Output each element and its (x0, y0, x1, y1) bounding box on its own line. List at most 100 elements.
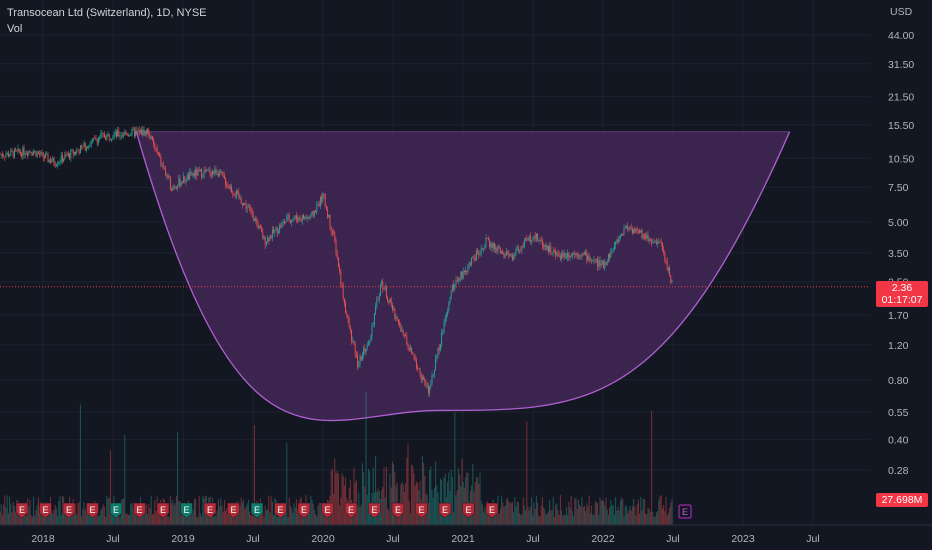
candle-body (123, 135, 125, 136)
volume-bar (450, 469, 452, 525)
cup-pattern-curve[interactable] (135, 131, 791, 422)
volume-bar (19, 511, 21, 525)
earnings-marker[interactable]: E (109, 502, 123, 519)
candle-body (485, 237, 487, 246)
earnings-flag (391, 502, 405, 519)
earnings-marker[interactable]: E (180, 502, 193, 519)
candle-body (331, 231, 333, 233)
price-axis[interactable]: 44.0031.5021.5015.5010.507.505.003.502.5… (888, 30, 914, 477)
candle-body (144, 130, 146, 136)
candle-body (360, 356, 362, 361)
candle-body (490, 243, 492, 247)
volume-bar (612, 505, 614, 525)
earnings-marker[interactable]: E (227, 502, 240, 519)
price-tick-label: 44.00 (888, 30, 914, 42)
volume-bar (629, 506, 631, 525)
candle-body (381, 281, 383, 285)
earnings-marker[interactable]: E (368, 502, 381, 519)
earnings-marker[interactable]: E (344, 502, 358, 519)
candle-body (108, 133, 110, 139)
candle-body (583, 253, 585, 255)
volume-bar (605, 497, 607, 525)
earnings-marker[interactable]: E (438, 502, 452, 519)
candle-body (447, 311, 449, 315)
time-axis[interactable]: 2018 Jul 2019 Jul 2020 Jul 2021 Jul 2022 Jul 2023 J… (0, 524, 932, 545)
volume-bar (467, 472, 469, 525)
time-tick-label: 2023 (731, 533, 755, 545)
candle-body (79, 145, 81, 154)
volume-bar (3, 504, 5, 525)
candle-body (157, 152, 159, 155)
candle-body (353, 340, 355, 344)
candle-body (65, 154, 67, 156)
earnings-marker[interactable]: E (203, 502, 217, 519)
volume-bar (355, 479, 357, 525)
earnings-marker[interactable]: E (39, 502, 52, 519)
candle-body (395, 317, 397, 319)
candle-body (355, 354, 357, 356)
earnings-marker[interactable]: E (86, 502, 99, 519)
last-price-badge[interactable]: 2.36 01:17:07 (876, 281, 928, 307)
candle-body (384, 287, 386, 289)
candle-body (607, 253, 609, 262)
candle-body (133, 129, 135, 136)
candle-body (610, 251, 612, 259)
candle-body (1, 154, 3, 157)
candle-body (120, 135, 122, 137)
volume-bar (545, 514, 547, 525)
earnings-marker[interactable]: E (462, 502, 475, 519)
earnings-marker[interactable]: E (133, 502, 146, 519)
earnings-marker[interactable]: E (485, 502, 499, 519)
volume-bar (438, 505, 440, 525)
volume-bar (342, 476, 344, 525)
candle-body (556, 252, 558, 256)
candle-body (305, 216, 307, 219)
candle-body (222, 174, 224, 176)
candle-body (307, 217, 309, 218)
volume-bar (427, 502, 429, 525)
candle-body (335, 240, 337, 253)
earnings-marker[interactable]: E (156, 502, 170, 519)
volume-bar (47, 516, 49, 525)
candle-body (415, 360, 417, 368)
earnings-marker[interactable]: E (250, 502, 264, 519)
volume-bar (664, 511, 666, 525)
candle-body (581, 253, 583, 257)
earnings-marker[interactable]: E (321, 502, 334, 519)
candle-body (526, 238, 528, 240)
earnings-marker[interactable]: E (62, 502, 76, 519)
upcoming-earnings-marker[interactable]: E (678, 504, 692, 519)
earnings-marker[interactable]: E (15, 502, 29, 519)
earnings-marker[interactable]: E (415, 502, 428, 519)
earnings-marker[interactable]: E (297, 502, 311, 519)
volume-bar (192, 509, 194, 525)
volume-bar (57, 516, 59, 525)
volume-bar (75, 504, 77, 525)
earnings-flag (415, 502, 428, 519)
volume-bar (153, 513, 155, 525)
candle-body (115, 131, 117, 137)
candle-body (401, 329, 403, 332)
volume-bar (169, 496, 171, 525)
candle-body (483, 248, 485, 250)
volume-bar (277, 512, 279, 525)
volume-bar (183, 507, 185, 525)
candle-body (439, 343, 441, 351)
candle-body (549, 246, 551, 252)
candle-body (225, 178, 227, 185)
earnings-marker[interactable]: E (274, 502, 287, 519)
candle-body (306, 217, 308, 219)
volume-bar (295, 499, 297, 525)
candle-body (258, 225, 260, 229)
candle-body (589, 260, 591, 262)
candle-body (215, 169, 217, 175)
price-tick-label: 3.50 (888, 248, 909, 260)
volume-bar (262, 510, 264, 525)
volume-bar (271, 501, 273, 525)
volume-bar (39, 506, 41, 525)
candle-body (208, 170, 210, 171)
earnings-marker[interactable]: E (391, 502, 405, 519)
candle-body (220, 171, 222, 174)
candle-body (333, 232, 335, 234)
